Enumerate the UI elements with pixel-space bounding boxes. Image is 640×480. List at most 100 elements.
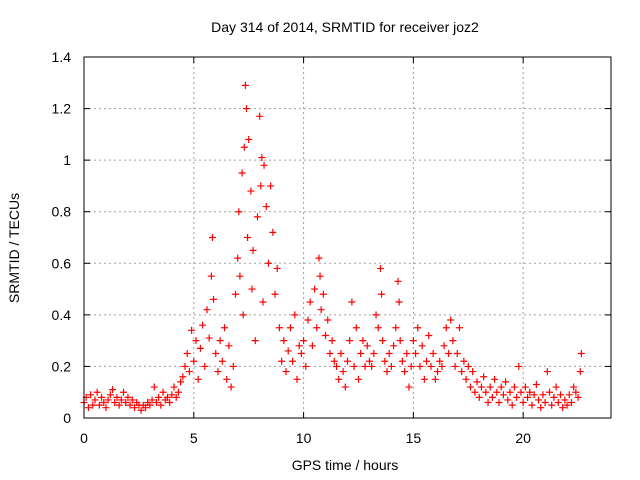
data-point bbox=[308, 342, 316, 350]
data-point bbox=[330, 357, 338, 365]
data-point bbox=[374, 324, 382, 332]
data-point bbox=[221, 324, 229, 332]
data-point bbox=[302, 362, 310, 370]
data-point bbox=[455, 324, 463, 332]
data-point bbox=[218, 357, 226, 365]
data-point bbox=[286, 324, 294, 332]
data-point bbox=[137, 406, 145, 414]
x-axis-tick-labels: 0 5 10 15 20 bbox=[80, 430, 531, 446]
data-point bbox=[335, 375, 343, 383]
data-point bbox=[278, 357, 286, 365]
data-point bbox=[315, 254, 323, 262]
data-point bbox=[495, 399, 503, 407]
data-point bbox=[185, 368, 193, 376]
data-point bbox=[87, 391, 95, 399]
data-point bbox=[238, 169, 246, 177]
data-point bbox=[574, 393, 582, 401]
data-point bbox=[150, 383, 158, 391]
data-point bbox=[535, 396, 543, 404]
data-point bbox=[117, 396, 125, 404]
data-point bbox=[89, 401, 97, 409]
data-point bbox=[506, 388, 514, 396]
data-point bbox=[504, 396, 512, 404]
data-point bbox=[510, 383, 518, 391]
data-point bbox=[409, 337, 417, 345]
data-point bbox=[109, 386, 117, 394]
data-point bbox=[111, 399, 119, 407]
data-point bbox=[275, 324, 283, 332]
data-point bbox=[546, 388, 554, 396]
data-point bbox=[229, 362, 237, 370]
data-point bbox=[241, 81, 249, 89]
x-tick-label: 20 bbox=[515, 430, 531, 446]
data-point bbox=[269, 228, 277, 236]
data-point bbox=[328, 337, 336, 345]
data-point bbox=[205, 334, 213, 342]
data-point bbox=[317, 306, 325, 314]
data-point bbox=[100, 399, 108, 407]
axis-ticks bbox=[83, 56, 611, 419]
data-point bbox=[223, 375, 231, 383]
data-point bbox=[491, 375, 499, 383]
data-point bbox=[300, 337, 308, 345]
x-axis-title: GPS time / hours bbox=[292, 457, 399, 473]
data-point bbox=[172, 393, 180, 401]
data-point bbox=[104, 396, 112, 404]
data-point bbox=[256, 112, 264, 120]
data-point bbox=[541, 399, 549, 407]
data-point bbox=[434, 368, 442, 376]
data-point bbox=[473, 378, 481, 386]
data-point bbox=[460, 357, 468, 365]
data-point bbox=[543, 368, 551, 376]
y-tick-label: 0.8 bbox=[52, 204, 72, 220]
y-tick-label: 0.2 bbox=[52, 358, 72, 374]
data-point bbox=[248, 285, 256, 293]
data-point bbox=[412, 350, 420, 358]
data-point bbox=[280, 337, 288, 345]
data-point bbox=[519, 399, 527, 407]
data-point bbox=[381, 357, 389, 365]
data-point bbox=[257, 182, 265, 190]
data-point bbox=[425, 331, 433, 339]
data-point bbox=[477, 383, 485, 391]
data-point bbox=[438, 362, 446, 370]
data-point bbox=[157, 401, 165, 409]
data-point bbox=[405, 383, 413, 391]
data-point bbox=[559, 404, 567, 412]
data-point bbox=[537, 404, 545, 412]
data-point bbox=[466, 383, 474, 391]
y-axis-tick-labels: 0 0.2 0.4 0.6 0.8 1 1.2 1.4 bbox=[52, 49, 72, 426]
data-point bbox=[550, 393, 558, 401]
data-point bbox=[249, 246, 257, 254]
data-point bbox=[561, 396, 569, 404]
y-tick-label: 1.2 bbox=[52, 101, 72, 117]
data-point bbox=[429, 350, 437, 358]
data-point bbox=[341, 383, 349, 391]
data-point bbox=[212, 350, 220, 358]
data-point bbox=[462, 375, 470, 383]
data-point bbox=[166, 399, 174, 407]
data-point bbox=[146, 401, 154, 409]
data-point bbox=[515, 362, 523, 370]
data-point bbox=[565, 391, 573, 399]
data-point bbox=[177, 378, 185, 386]
data-point bbox=[513, 393, 521, 401]
data-point bbox=[453, 350, 461, 358]
data-point bbox=[152, 399, 160, 407]
data-point bbox=[188, 326, 196, 334]
data-point bbox=[570, 383, 578, 391]
data-point bbox=[552, 383, 560, 391]
data-point bbox=[577, 350, 585, 358]
data-point bbox=[210, 295, 218, 303]
data-point bbox=[225, 342, 233, 350]
data-point bbox=[508, 401, 516, 409]
data-point bbox=[242, 105, 250, 113]
data-point bbox=[449, 337, 457, 345]
data-point bbox=[378, 290, 386, 298]
x-tick-label: 5 bbox=[190, 430, 198, 446]
data-point bbox=[93, 388, 101, 396]
data-point bbox=[159, 388, 167, 396]
data-point bbox=[260, 161, 268, 169]
data-point bbox=[337, 350, 345, 358]
data-point bbox=[517, 388, 525, 396]
